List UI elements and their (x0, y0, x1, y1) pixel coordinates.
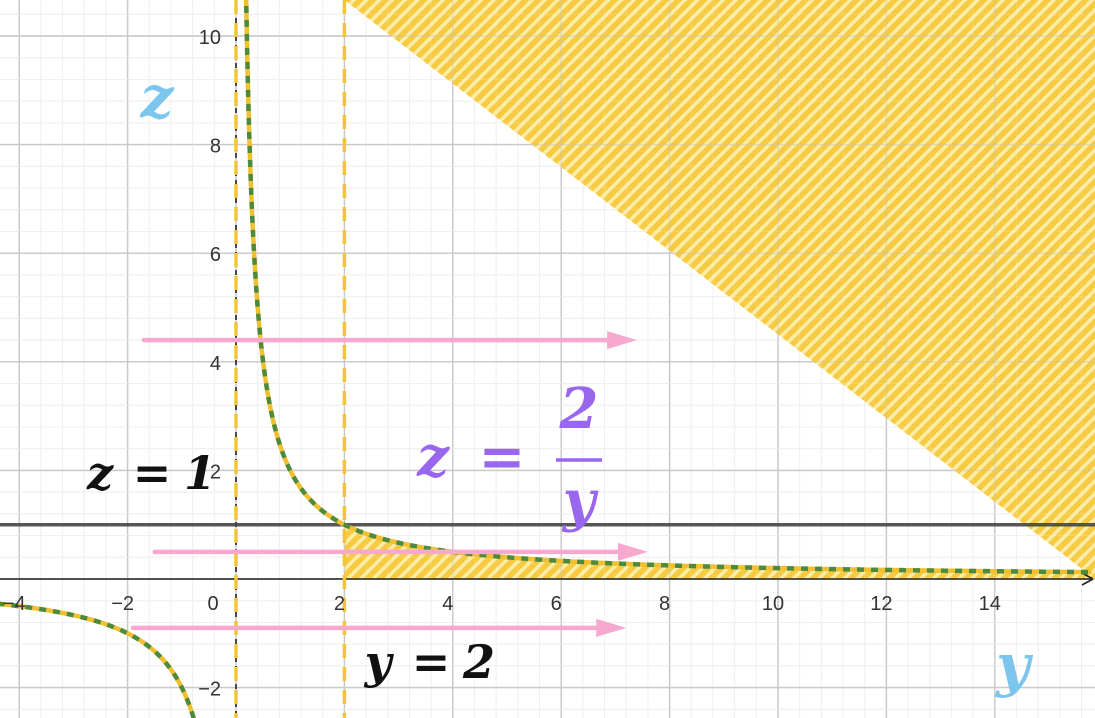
curve-z-equals-2-over-y-right (243, 0, 1092, 575)
annotation-y-equals-2-eq: = (412, 635, 451, 689)
x-tick-label: 0 (207, 593, 218, 615)
z-tick-label: 2 (210, 461, 221, 483)
x-tick-label: 2 (334, 593, 345, 615)
x-tick-label: 14 (979, 593, 1001, 615)
x-tick-label: 8 (659, 593, 670, 615)
annotation-fraction-denominator: y (561, 468, 599, 534)
arrow-1-head (607, 331, 638, 350)
annotation-z-equals-1: z = 1 (86, 446, 216, 500)
x-tick-label: −4 (3, 593, 26, 615)
arrow-2-head (617, 542, 648, 561)
z-tick-label: 6 (210, 244, 221, 266)
annotation-z-equals-1-rhs: 1 (184, 446, 216, 500)
z-tick-label: 4 (210, 353, 221, 375)
arrows (130, 331, 648, 637)
axis-label-y: y (994, 631, 1034, 699)
x-tick-label: 6 (551, 593, 562, 615)
x-tick-label: 10 (762, 593, 784, 615)
axis-label-z: z (140, 63, 175, 131)
annotation-z-equals-2-over-y: z = 2 y (416, 376, 602, 534)
annotation-y-equals-2: y = 2 (364, 635, 495, 689)
annotation-y-equals-2-lhs: y (364, 635, 395, 689)
curve-z-equals-2-over-y-left (0, 601, 196, 718)
annotation-fraction-lhs: z (416, 424, 450, 490)
annotation-fraction-eq: = (479, 424, 526, 490)
x-tick-label: 4 (442, 593, 453, 615)
z-tick-label: 8 (210, 136, 221, 158)
x-tick-label: 12 (870, 593, 892, 615)
annotation-z-equals-1-eq: = (133, 446, 172, 500)
z-tick-label: −2 (198, 679, 221, 701)
annotation-y-equals-2-rhs: 2 (462, 635, 495, 689)
annotation-fraction-numerator: 2 (559, 376, 599, 442)
x-tick-label: −2 (111, 593, 134, 615)
z-tick-label: 10 (199, 27, 221, 49)
annotation-z-equals-1-lhs: z (86, 446, 114, 500)
arrow-3-head (596, 618, 627, 637)
